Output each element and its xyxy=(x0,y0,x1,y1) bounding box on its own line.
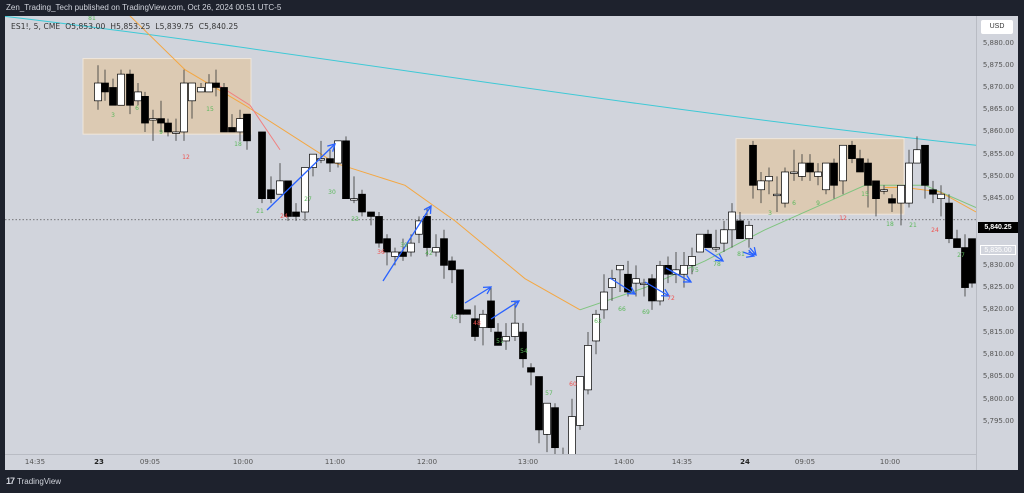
bar-count-label: 66 xyxy=(618,306,626,313)
ohlc-legend: ES1!, 5, CME O5,853.00 H5,853.25 L5,839.… xyxy=(11,22,238,31)
bar-count-label: 45 xyxy=(450,314,458,321)
bar-count-label: 21 xyxy=(256,208,264,215)
legend-high: H5,853.25 xyxy=(110,22,151,31)
bar-count-label: 75 xyxy=(691,267,699,274)
time-tick-label: 13:00 xyxy=(517,458,539,466)
bar-count-label: 3 xyxy=(111,112,115,119)
brand-name: TradingView xyxy=(17,476,62,486)
bar-count-label: 42 xyxy=(425,250,433,257)
bar-count-label: 6 xyxy=(792,200,796,207)
time-tick-label: 14:35 xyxy=(671,458,693,466)
chart-pane[interactable]: 3 6 9 12 15 18 21 24 27 30 33 36 39 42 45 48 51 54 57 60 63 6… xyxy=(5,16,976,454)
time-tick-label: 10:00 xyxy=(879,458,901,466)
time-tick-label: 23 xyxy=(94,458,104,466)
bar-count-label: 27 xyxy=(957,252,965,259)
legend-symbol: ES1!, 5, CME xyxy=(11,22,61,31)
bar-count-label: 51 xyxy=(496,338,504,345)
time-tick-label: 09:05 xyxy=(794,458,816,466)
published-header: Zen_Trading_Tech published on TradingVie… xyxy=(6,3,282,12)
bar-count-label: 21 xyxy=(909,222,917,229)
bar-count-label: 78 xyxy=(713,261,721,268)
bar-count-label: 24 xyxy=(931,227,939,234)
bar-count-label: 3 xyxy=(768,210,772,217)
tradingview-logo-icon: 17 xyxy=(6,476,15,486)
price-tick-label: 5,805.00 xyxy=(982,372,1014,380)
price-tick-label: 5,830.00 xyxy=(982,261,1014,269)
price-tick-label: 5,810.00 xyxy=(982,350,1014,358)
currency-button[interactable]: USD xyxy=(981,20,1013,34)
bar-count-label: 60 xyxy=(569,381,577,388)
current-price-label: 5,840.25 xyxy=(978,222,1018,233)
price-tick-label: 5,820.00 xyxy=(982,305,1014,313)
price-tick-label: 5,865.00 xyxy=(982,105,1014,113)
bar-count-label: 18 xyxy=(234,141,242,148)
svg-text:81: 81 xyxy=(88,16,96,22)
bar-count-label: 30 xyxy=(328,189,336,196)
legend-low: L5,839.75 xyxy=(155,22,194,31)
legend-close: C5,840.25 xyxy=(198,22,239,31)
bar-count-label: 9 xyxy=(816,200,820,207)
bar-count-label: 12 xyxy=(182,154,190,161)
time-tick-label: 24 xyxy=(740,458,750,466)
bar-count-label: 24 xyxy=(280,213,288,220)
price-tick-label: 5,860.00 xyxy=(982,127,1014,135)
price-tick-label: 5,855.00 xyxy=(982,150,1014,158)
price-tick-label: 5,875.00 xyxy=(982,61,1014,69)
bar-count-label: 18 xyxy=(886,221,894,228)
bar-count-label: 9 xyxy=(159,129,163,136)
candlestick-chart: 3691215182124273033363942454851545760636… xyxy=(5,16,976,454)
ghost-price-label: 5,835.00 xyxy=(980,245,1016,255)
chart-container[interactable]: 3 6 9 12 15 18 21 24 27 30 33 36 39 42 45 48 51 54 57 60 63 6… xyxy=(5,16,1018,470)
bar-count-label: 33 xyxy=(351,216,359,223)
bar-count-label: 54 xyxy=(520,348,528,355)
time-tick-label: 09:05 xyxy=(139,458,161,466)
price-scale[interactable]: USD 5,880.00 5,875.00 5,870.00 5,865.00 5,86… xyxy=(976,16,1018,470)
time-tick-label: 10:00 xyxy=(232,458,254,466)
price-tick-label: 5,845.00 xyxy=(982,194,1014,202)
price-tick-label: 5,880.00 xyxy=(982,39,1014,47)
time-tick-label: 11:00 xyxy=(324,458,346,466)
price-tick-label: 5,795.00 xyxy=(982,417,1014,425)
time-scale[interactable]: 14:35 23 09:05 10:00 11:00 12:00 13:00 14:00 14:… xyxy=(5,454,976,470)
bar-count-label: 15 xyxy=(861,191,869,198)
bar-count-label: 72 xyxy=(667,295,675,302)
bar-count-label: 6 xyxy=(135,105,139,112)
bar-count-label: 69 xyxy=(642,309,650,316)
bar-count-label: 63 xyxy=(594,318,602,325)
time-tick-label: 12:00 xyxy=(416,458,438,466)
bar-count-label: 57 xyxy=(545,390,553,397)
bar-count-label: 48 xyxy=(473,320,481,327)
price-tick-label: 5,815.00 xyxy=(982,328,1014,336)
price-tick-label: 5,825.00 xyxy=(982,283,1014,291)
bar-count-label: 27 xyxy=(304,196,312,203)
tradingview-footer: 17 TradingView xyxy=(6,476,61,486)
bar-count-label: 39 xyxy=(400,242,408,249)
legend-open: O5,853.00 xyxy=(65,22,106,31)
bar-count-label: 12 xyxy=(839,215,847,222)
bar-count-label: 36 xyxy=(377,249,385,256)
bar-count-label: 81 xyxy=(737,251,745,258)
time-tick-label: 14:00 xyxy=(613,458,635,466)
price-tick-label: 5,870.00 xyxy=(982,83,1014,91)
price-tick-label: 5,850.00 xyxy=(982,172,1014,180)
bar-count-label: 15 xyxy=(206,106,214,113)
price-tick-label: 5,800.00 xyxy=(982,395,1014,403)
time-tick-label: 14:35 xyxy=(24,458,46,466)
